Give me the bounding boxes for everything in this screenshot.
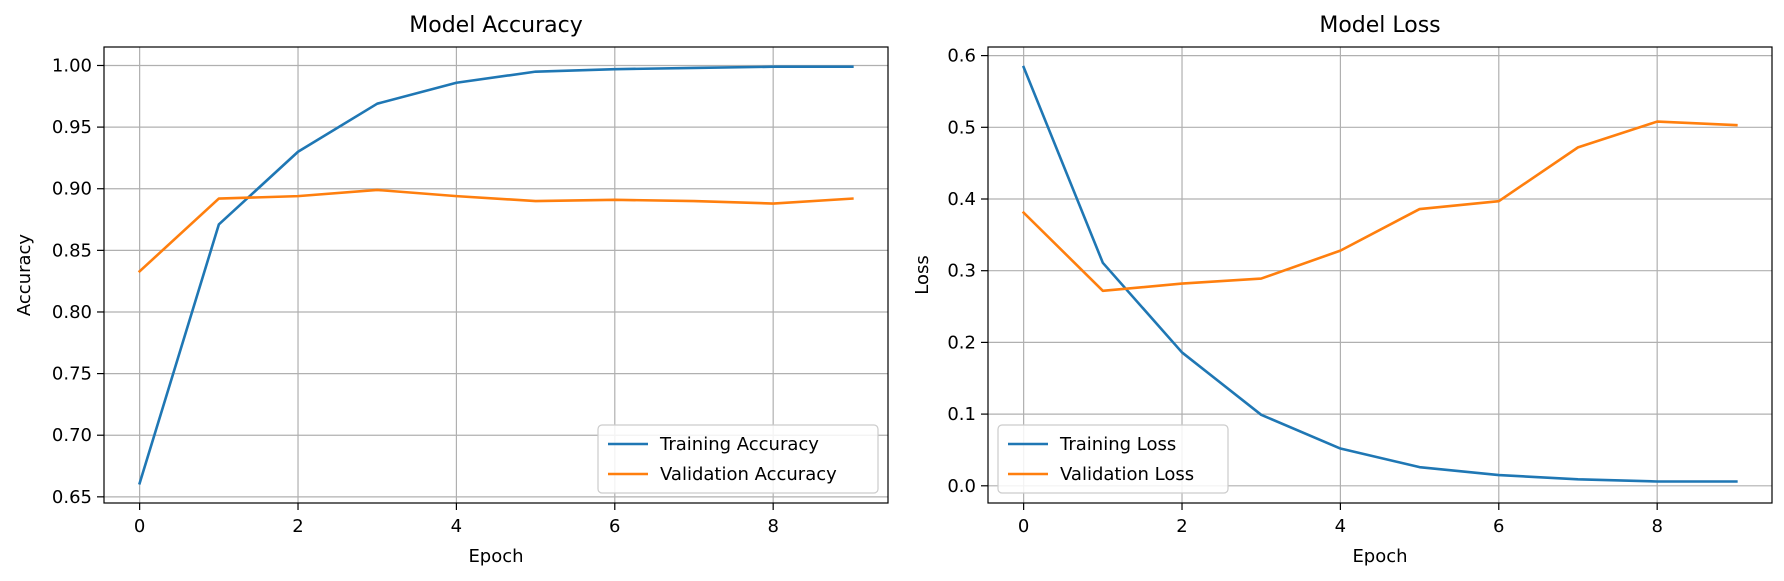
accuracy-y-tick-label: 0.75	[52, 364, 92, 385]
loss-legend-box	[997, 424, 1229, 494]
loss-y-tick-label: 0.1	[947, 404, 976, 425]
loss-chart-title: Model Loss	[1319, 13, 1440, 38]
loss-axes-frame	[987, 46, 1773, 504]
accuracy-y-axis-label: Accuracy	[14, 234, 35, 317]
accuracy-legend-label: Training Accuracy	[659, 434, 819, 455]
accuracy-legend: Training Accuracy Validation Accuracy	[597, 424, 879, 494]
loss-x-tick-label: 4	[1335, 516, 1346, 537]
accuracy-y-tick-label: 0.90	[52, 179, 92, 200]
accuracy-x-tick-label: 8	[767, 516, 778, 537]
accuracy-legend-label: Validation Accuracy	[660, 464, 837, 485]
loss-chart: 0 2 4 6 8 0.0 0.1 0.2 0.3 0.4 0.5 0.6 Model Loss Epoc…	[912, 13, 1773, 567]
loss-y-tick-label: 0.6	[947, 46, 976, 67]
loss-legend: Training Loss Validation Loss	[997, 424, 1229, 494]
loss-y-tick-label: 0.4	[947, 189, 976, 210]
accuracy-legend-box	[597, 424, 879, 494]
accuracy-series-line-training	[138, 65, 854, 485]
loss-y-tick-label: 0.5	[947, 117, 976, 138]
accuracy-chart: 0 2 4 6 8 0.65 0.70 0.75 0.80 0.85 0.90 0.95 1.00 Mod…	[14, 13, 889, 567]
accuracy-y-tick-label: 0.80	[52, 302, 92, 323]
loss-x-axis-label: Epoch	[1352, 546, 1407, 567]
accuracy-x-tick-label: 4	[451, 516, 462, 537]
accuracy-x-axis-label: Epoch	[468, 546, 523, 567]
loss-y-tick-label: 0.3	[947, 261, 976, 282]
loss-x-tick-label: 6	[1493, 516, 1504, 537]
accuracy-series-line-validation	[137, 188, 854, 274]
loss-x-tick-label: 2	[1176, 516, 1187, 537]
accuracy-y-tick-label: 0.65	[52, 487, 92, 508]
accuracy-y-tick-label: 0.70	[52, 425, 92, 446]
accuracy-x-tick-label: 0	[134, 516, 145, 537]
accuracy-y-tick-label: 0.85	[52, 240, 92, 261]
accuracy-y-tick-label: 1.00	[52, 55, 92, 76]
loss-y-tick-label: 0.0	[947, 476, 976, 497]
accuracy-x-tick-label: 6	[609, 516, 620, 537]
loss-legend-label: Validation Loss	[1060, 464, 1194, 485]
loss-series-line-validation	[1021, 120, 1738, 293]
loss-series-line-training	[1021, 65, 1738, 483]
accuracy-y-tick-label: 0.95	[52, 117, 92, 138]
accuracy-chart-title: Model Accuracy	[409, 13, 583, 38]
loss-legend-label: Training Loss	[1059, 434, 1176, 455]
accuracy-axes-frame	[103, 46, 889, 504]
loss-y-axis-label: Loss	[912, 255, 933, 294]
loss-x-tick-label: 8	[1651, 516, 1662, 537]
accuracy-x-tick-label: 2	[292, 516, 303, 537]
loss-x-tick-label: 0	[1018, 516, 1029, 537]
loss-y-tick-label: 0.2	[947, 332, 976, 353]
